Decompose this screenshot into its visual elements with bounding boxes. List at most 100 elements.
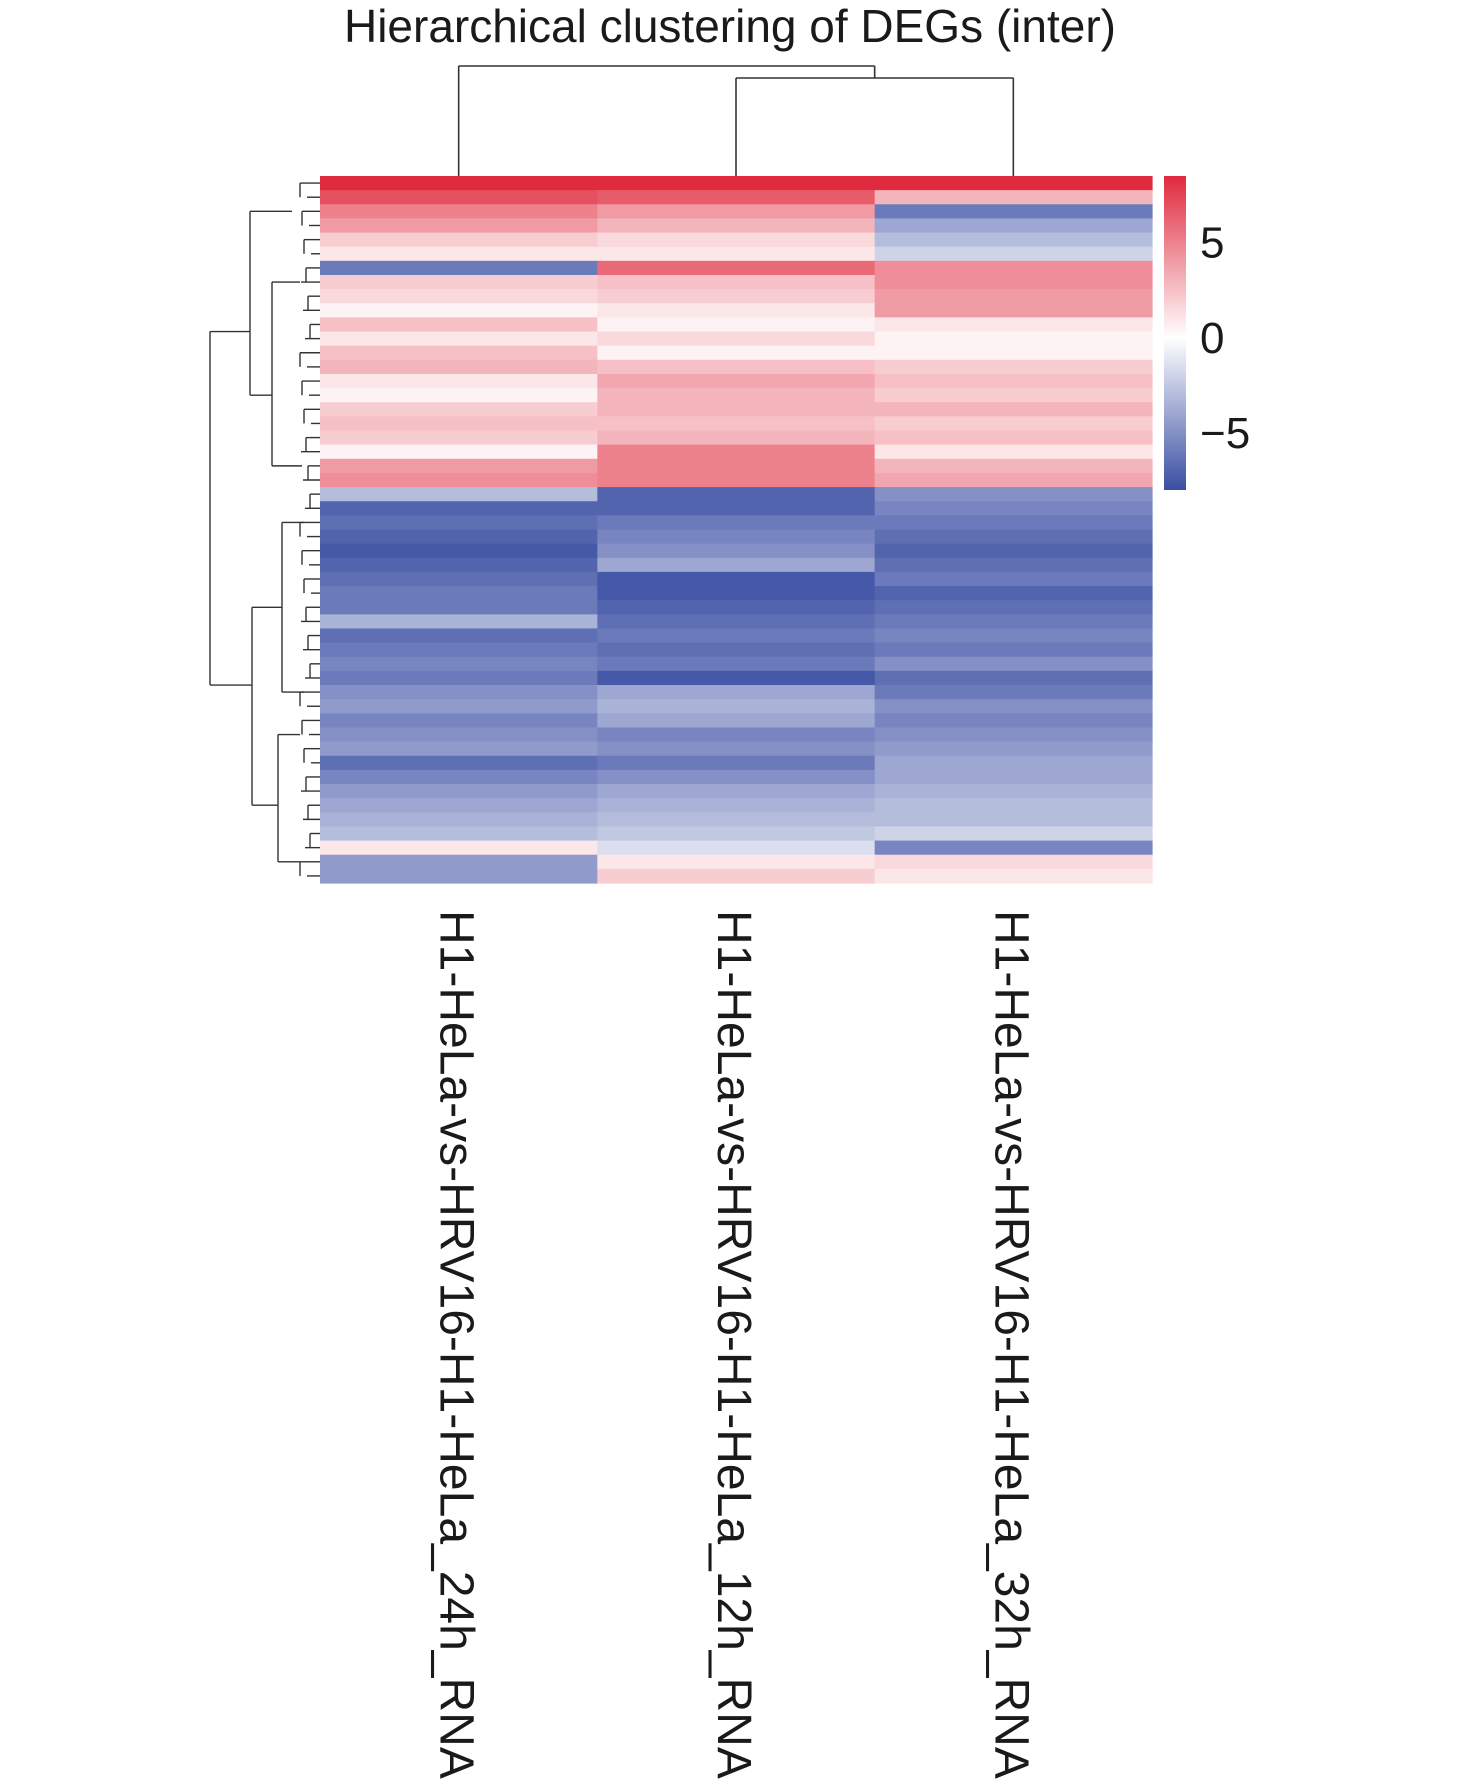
heatmap-cell [597,727,876,743]
heatmap-cell [320,614,598,630]
color-scale-tick-label: 0 [1200,314,1224,363]
heatmap-cell [320,557,598,573]
heatmap-cell [320,176,598,191]
heatmap-cell [320,190,598,205]
heatmap-cell [597,529,876,545]
heatmap-cell [320,798,598,813]
heatmap-cell [320,543,598,559]
heatmap-cell [874,713,1153,729]
heatmap-cell [874,303,1153,318]
heatmap-cell [320,218,598,234]
heatmap-cell [597,854,876,870]
heatmap-cell [320,416,598,432]
heatmap-cell [597,656,876,672]
heatmap-cell [597,388,876,403]
heatmap-cell [874,444,1153,460]
heatmap-cell [874,176,1153,191]
heatmap-cell [597,345,876,361]
heatmap-cell [320,331,598,347]
row-dendrogram [209,182,320,877]
heatmap-cell [320,642,598,658]
heatmap-cell [320,600,598,615]
chart-title: Hierarchical clustering of DEGs (inter) [344,0,1116,52]
heatmap-cell [320,402,598,417]
heatmap-cell [874,543,1153,559]
heatmap-cell [597,812,876,828]
heatmap-cell [874,557,1153,573]
heatmap-cell [320,727,598,743]
heatmap-cell [597,713,876,729]
heatmap-cell [597,458,876,474]
heatmap-cell [320,529,598,545]
heatmap-cell [597,868,876,884]
heatmap-cell [874,529,1153,545]
color-scale-tick-label: 5 [1200,219,1224,268]
heatmap-cell [597,784,876,799]
heatmap-cell [874,600,1153,615]
heatmap-cell [320,755,598,771]
heatmap-cell [597,430,876,446]
heatmap-cell [874,741,1153,757]
heatmap-cell [874,784,1153,799]
heatmap-cell [597,826,876,842]
heatmap-cell [597,402,876,417]
heatmap-cell [874,359,1153,375]
heatmap-cell [320,274,598,290]
heatmap-cell [874,586,1153,601]
column-label: H1-HeLa-vs-HRV16-H1-HeLa_24h_RNA [430,910,483,1779]
heatmap-cell [320,784,598,799]
heatmap-cell [874,727,1153,743]
heatmap-cell [597,543,876,559]
heatmap-cell [320,345,598,361]
heatmap-cell [597,274,876,290]
heatmap-cell [874,402,1153,417]
heatmap-cell [874,331,1153,347]
heatmap-cell [874,416,1153,432]
heatmap-cell [597,487,876,502]
heatmap-cell [874,289,1153,304]
heatmap-cell [597,246,876,262]
heatmap-cell [320,487,598,502]
heatmap-cell [597,317,876,333]
heatmap-cell [320,840,598,856]
column-label: H1-HeLa-vs-HRV16-H1-HeLa_32h_RNA [984,910,1037,1779]
heatmap-cells [320,176,1153,884]
heatmap-cell [597,769,876,785]
heatmap-cell [874,769,1153,785]
heatmap-cell [874,628,1153,644]
heatmap-cell [874,868,1153,884]
heatmap-cell [320,571,598,587]
heatmap-cell [874,571,1153,587]
heatmap-cell [874,812,1153,828]
heatmap-cell [597,557,876,573]
heatmap-cell [597,586,876,601]
heatmap-cell [320,204,598,220]
column-label: H1-HeLa-vs-HRV16-H1-HeLa_12h_RNA [707,910,760,1779]
heatmap-cell [320,854,598,870]
heatmap-cell [320,868,598,884]
heatmap-cell [320,812,598,828]
heatmap-cell [597,232,876,248]
column-labels: H1-HeLa-vs-HRV16-H1-HeLa_24h_RNA H1-HeLa-… [430,910,1038,1779]
heatmap-cell [874,246,1153,262]
heatmap-cell [874,274,1153,290]
heatmap-cell [320,699,598,714]
heatmap-cell [874,614,1153,630]
heatmap-cell [597,218,876,234]
color-scale-ticks: 5 0 −5 [1200,219,1250,458]
heatmap-cell [320,232,598,248]
heatmap-cell [320,359,598,375]
heatmap-cell [320,713,598,729]
heatmap-cell [597,373,876,389]
heatmap-cell [320,289,598,304]
heatmap-cell [597,359,876,375]
heatmap-cell [874,656,1153,672]
heatmap-cell [320,670,598,686]
heatmap-cell [874,755,1153,771]
heatmap-cell [597,685,876,700]
heatmap-cell [320,430,598,446]
heatmap-cell [874,260,1153,276]
heatmap-cell [320,303,598,318]
heatmap-cell [597,798,876,813]
heatmap-cell [874,430,1153,446]
